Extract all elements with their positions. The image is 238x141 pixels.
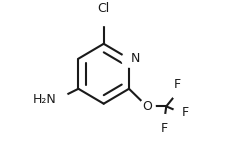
Text: F: F bbox=[182, 106, 189, 119]
Text: N: N bbox=[130, 52, 140, 65]
Text: F: F bbox=[161, 122, 168, 135]
Text: F: F bbox=[174, 78, 181, 91]
Text: O: O bbox=[142, 100, 152, 113]
Text: H₂N: H₂N bbox=[33, 92, 56, 105]
Text: Cl: Cl bbox=[98, 2, 110, 15]
